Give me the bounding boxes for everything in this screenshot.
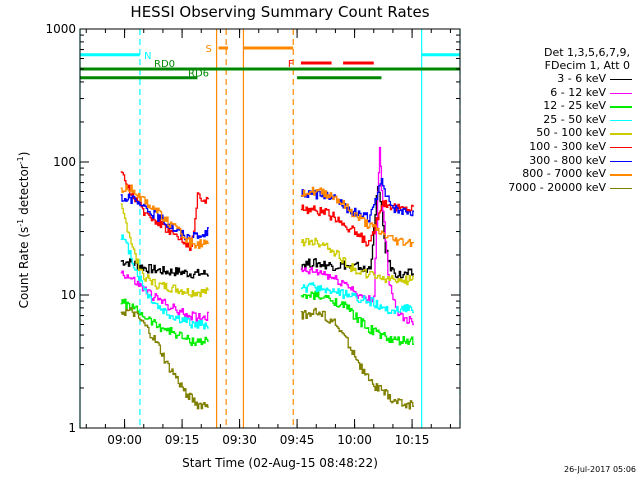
series-trace-3-1 [300, 282, 414, 315]
legend-swatch [610, 160, 632, 162]
series-trace-8-1 [300, 307, 414, 410]
legend-entry-1: 6 - 12 keV [484, 86, 638, 100]
series-trace-0-1 [300, 186, 414, 279]
y-tick-label-2: 100 [53, 155, 76, 169]
series-trace-5-0 [120, 171, 209, 252]
x-tick-label-1: 09:15 [165, 433, 200, 447]
legend-label: 6 - 12 keV [550, 85, 606, 99]
chart-title: HESSI Observing Summary Count Rates [130, 3, 429, 21]
legend-entry-5: 100 - 300 keV [484, 140, 638, 154]
legend-label: 100 - 300 keV [529, 139, 606, 153]
legend-label: 12 - 25 keV [543, 99, 606, 113]
legend-label: 25 - 50 keV [543, 112, 606, 126]
legend: Det 1,3,5,6,7,9, FDecim 1, Att 0 3 - 6 k… [484, 46, 638, 194]
series-trace-3-0 [120, 234, 209, 330]
flag-label-2: RD6 [188, 69, 209, 80]
legend-entry-8: 7000 - 20000 keV [484, 181, 638, 195]
legend-entries: 3 - 6 keV 6 - 12 keV 12 - 25 keV 25 - 50 ke… [484, 72, 638, 194]
x-tick-label-0: 09:00 [107, 433, 142, 447]
legend-swatch [610, 106, 632, 108]
x-tick-label-3: 09:45 [280, 433, 315, 447]
legend-swatch [610, 133, 632, 135]
legend-entry-3: 25 - 50 keV [484, 113, 638, 127]
series-trace-1-0 [120, 270, 209, 322]
legend-entry-2: 12 - 25 keV [484, 99, 638, 113]
legend-entry-4: 50 - 100 keV [484, 126, 638, 140]
series-trace-4-1 [300, 237, 414, 286]
legend-label: 7000 - 20000 keV [508, 180, 606, 194]
legend-swatch [610, 92, 632, 94]
y-tick-label-0: 1 [68, 421, 76, 435]
generation-timestamp: 26-Jul-2017 05:06 [563, 465, 636, 474]
x-tick-label-5: 10:15 [395, 433, 430, 447]
y-tick-label-1: 10 [61, 288, 76, 302]
flag-label-3: S [205, 44, 211, 55]
legend-swatch [610, 119, 632, 122]
legend-label: 50 - 100 keV [536, 126, 606, 140]
legend-entry-7: 800 - 7000 keV [484, 167, 638, 181]
series-trace-2-1 [300, 290, 414, 346]
y-axis-label: Count Rate (s-1 detector-1) [16, 152, 31, 309]
series-trace-0-0 [120, 258, 209, 279]
legend-swatch [610, 174, 632, 176]
flag-label-0: N [144, 51, 151, 62]
legend-swatch [610, 187, 632, 190]
legend-label: 800 - 7000 keV [522, 167, 606, 181]
legend-swatch [610, 79, 632, 81]
x-tick-label-2: 09:30 [222, 433, 257, 447]
series-trace-7-0 [120, 184, 209, 249]
flag-label-1: RD0 [154, 59, 175, 70]
legend-header-line1: Det 1,3,5,6,7,9, [543, 46, 630, 59]
legend-entry-0: 3 - 6 keV [484, 72, 638, 86]
series-trace-4-0 [120, 203, 209, 298]
legend-swatch [610, 146, 632, 149]
legend-entry-6: 300 - 800 keV [484, 154, 638, 168]
plot-frame [79, 28, 461, 429]
flag-label-5: F [288, 59, 294, 70]
y-tick-label-3: 1000 [45, 22, 76, 36]
series-trace-6-0 [120, 193, 209, 243]
x-tick-label-4: 10:00 [337, 433, 372, 447]
legend-label: 300 - 800 keV [529, 153, 606, 167]
legend-label: 3 - 6 keV [557, 72, 606, 85]
series-trace-8-0 [120, 307, 209, 410]
series-trace-2-0 [120, 298, 209, 347]
x-axis-label: Start Time (02-Aug-15 08:48:22) [182, 456, 378, 470]
legend-header-line2: FDecim 1, Att 0 [544, 59, 630, 72]
series-trace-1-1 [300, 146, 414, 326]
series-trace-7-1 [300, 186, 414, 247]
